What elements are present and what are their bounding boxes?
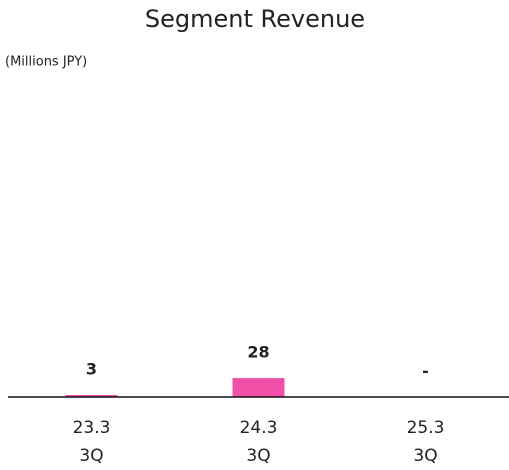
bar: [65, 394, 118, 397]
x-tick-label: 24.3: [240, 418, 278, 438]
bar: [232, 378, 285, 397]
chart-title: Segment Revenue: [145, 5, 365, 33]
value-label: 28: [247, 343, 269, 362]
chart-subtitle: (Millions JPY): [5, 55, 87, 70]
x-tick-label: 23.3: [73, 418, 111, 438]
value-label: -: [422, 362, 429, 381]
x-tick-label: 3Q: [79, 446, 103, 466]
value-label: 3: [86, 359, 97, 378]
x-tick-label: 3Q: [413, 446, 437, 466]
x-tick-label: 25.3: [407, 418, 445, 438]
x-tick-label: 3Q: [246, 446, 270, 466]
